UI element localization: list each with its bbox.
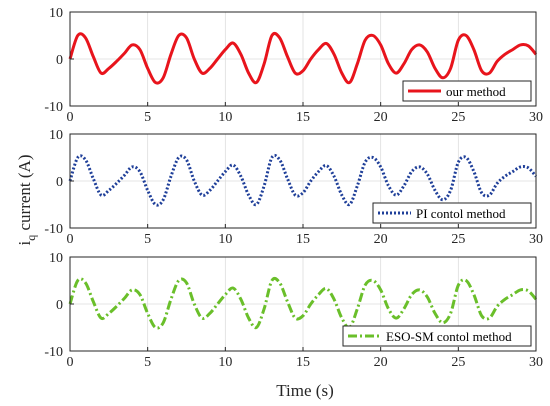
series-line-1 — [68, 31, 538, 85]
y-axis-label-suffix: current (A) — [15, 155, 34, 235]
subplot-2: 0 5 10 15 20 25 30 -10 0 10 PI contol method — [44, 128, 543, 247]
y-tick-label: 0 — [56, 175, 63, 190]
legend-label: PI contol method — [416, 206, 506, 221]
subplots: 0 5 10 15 20 25 30 -10 0 10 our method 0 5 10 15 20 25 30… — [44, 6, 543, 370]
y-tick-label: 10 — [49, 128, 63, 143]
x-tick-label: 15 — [296, 110, 310, 125]
y-tick-label: -10 — [44, 100, 63, 115]
x-tick-label: 25 — [451, 355, 465, 370]
x-tick-label: 15 — [296, 355, 310, 370]
y-tick-label: 0 — [56, 298, 63, 313]
x-tick-label: 25 — [451, 232, 465, 247]
y-tick-label: 10 — [49, 251, 63, 266]
y-axis-label-subscript: q — [24, 235, 38, 241]
y-tick-label: 10 — [49, 6, 63, 21]
series-line-3 — [68, 276, 538, 330]
x-tick-label: 30 — [529, 355, 543, 370]
x-tick-label: 5 — [144, 232, 151, 247]
subplot-3: 0 5 10 15 20 25 30 -10 0 10 ESO-SM contol method — [44, 251, 543, 370]
x-axis-label: Time (s) — [276, 381, 333, 400]
x-tick-label: 10 — [218, 232, 232, 247]
legend-box — [372, 202, 532, 224]
x-tick-label: 0 — [67, 110, 74, 125]
x-tick-label: 20 — [374, 232, 388, 247]
x-tick-label: 15 — [296, 232, 310, 247]
legend: PI contol method — [372, 202, 532, 224]
x-tick-label: 0 — [67, 355, 74, 370]
x-tick-label: 30 — [529, 232, 543, 247]
legend-label: our method — [446, 84, 506, 99]
y-axis-label: iq current (A) — [15, 155, 38, 246]
y-tick-label: -10 — [44, 222, 63, 237]
x-tick-label: 10 — [218, 110, 232, 125]
x-tick-label: 0 — [67, 232, 74, 247]
x-tick-label: 5 — [144, 355, 151, 370]
y-tick-label: -10 — [44, 345, 63, 360]
x-tick-label: 30 — [529, 110, 543, 125]
x-tick-label: 10 — [218, 355, 232, 370]
x-tick-label: 20 — [374, 110, 388, 125]
subplot-1: 0 5 10 15 20 25 30 -10 0 10 our method — [44, 6, 543, 125]
y-tick-label: 0 — [56, 53, 63, 68]
x-tick-label: 20 — [374, 355, 388, 370]
x-tick-label: 5 — [144, 110, 151, 125]
legend-box — [342, 325, 532, 347]
legend-box — [402, 80, 532, 102]
y-axis-label-prefix: i — [15, 240, 34, 245]
x-tick-label: 25 — [451, 110, 465, 125]
legend-label: ESO-SM contol method — [386, 329, 512, 344]
legend: our method — [402, 80, 532, 102]
legend: ESO-SM contol method — [342, 325, 532, 347]
